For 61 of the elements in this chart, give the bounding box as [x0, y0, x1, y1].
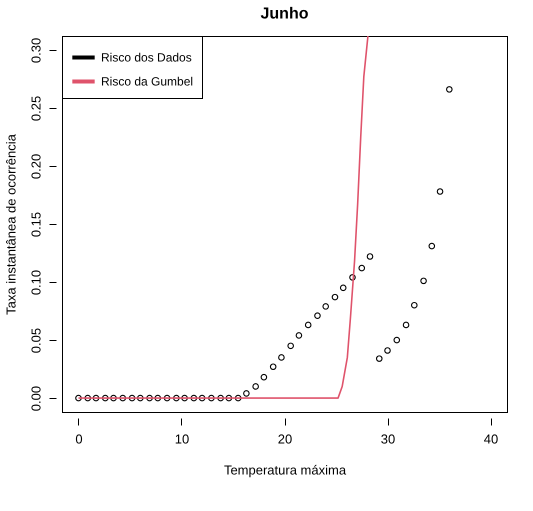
x-tick-label: 40	[484, 432, 498, 446]
point	[137, 394, 144, 402]
point	[128, 394, 136, 402]
point	[75, 394, 82, 402]
x-tick-label: 30	[380, 432, 396, 446]
point	[287, 342, 294, 350]
point	[154, 394, 162, 402]
point	[164, 394, 170, 402]
point	[190, 394, 198, 402]
point	[226, 394, 232, 402]
point	[217, 394, 224, 402]
point	[393, 336, 400, 344]
point	[243, 390, 250, 397]
point	[234, 394, 242, 402]
x-tick-label: 20	[278, 432, 292, 446]
point	[146, 394, 153, 402]
point	[252, 383, 259, 390]
point	[92, 394, 100, 402]
point	[436, 188, 444, 195]
point	[296, 332, 302, 339]
point	[366, 253, 374, 260]
point	[411, 302, 418, 309]
y-tick-label: 0.20	[28, 154, 44, 180]
point	[358, 264, 366, 272]
point	[428, 242, 436, 250]
y-tick-label: 0.00	[28, 386, 44, 412]
y-axis-title: Taxa instantânea de ocorrência	[4, 133, 18, 315]
point	[102, 394, 109, 402]
legend-label: Risco da Gumbel	[101, 74, 194, 88]
point	[420, 278, 427, 284]
point	[278, 354, 285, 361]
point	[198, 394, 206, 402]
x-tick-label: 0	[75, 432, 83, 446]
point	[119, 394, 126, 402]
line-series	[78, 36, 369, 399]
x-tick-label: 10	[174, 432, 190, 446]
point	[314, 312, 321, 319]
point	[260, 374, 268, 380]
point	[110, 394, 117, 402]
point	[402, 322, 410, 328]
point	[270, 363, 276, 370]
chart-title: Junho	[260, 6, 309, 22]
y-tick-label: 0.10	[28, 270, 44, 296]
point	[349, 274, 356, 281]
point	[446, 86, 453, 93]
legend-label: Risco dos Dados	[101, 50, 192, 64]
point	[384, 347, 391, 354]
y-tick-label: 0.25	[28, 96, 44, 122]
point	[208, 394, 215, 402]
point	[84, 394, 92, 402]
point	[376, 355, 383, 362]
y-tick-label: 0.30	[28, 38, 44, 64]
y-tick-label: 0.15	[28, 212, 44, 238]
point	[332, 294, 338, 300]
point	[304, 322, 312, 328]
point	[340, 284, 347, 292]
point	[322, 303, 329, 310]
point	[173, 394, 180, 402]
point	[181, 394, 188, 402]
x-axis-title: Temperatura máxima	[224, 462, 347, 478]
y-tick-label: 0.05	[28, 328, 44, 354]
